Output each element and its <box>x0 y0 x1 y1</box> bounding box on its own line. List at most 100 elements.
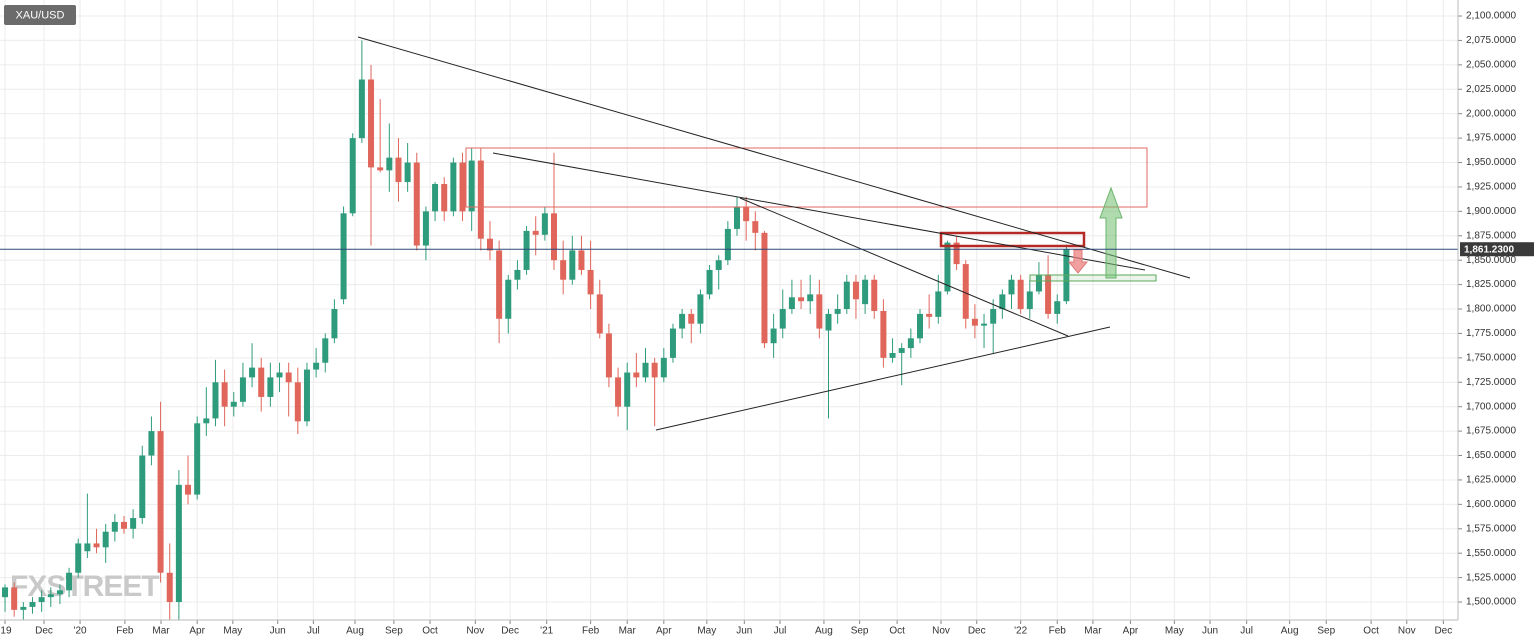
y-tick-label: 1,650.0000 <box>1466 450 1516 461</box>
candle-body <box>395 157 402 183</box>
candle-body <box>56 590 63 595</box>
candle-body <box>239 377 246 402</box>
candle-body <box>29 602 36 607</box>
candle-body <box>743 206 750 222</box>
y-tick-label: 1,700.0000 <box>1466 401 1516 412</box>
candle-body <box>907 338 914 349</box>
x-tick-label: Dec <box>35 626 53 637</box>
candle-body <box>587 269 594 295</box>
y-tick-label: 2,075.0000 <box>1466 35 1516 46</box>
candle-body <box>734 206 741 229</box>
candle-body <box>953 242 960 265</box>
candle-body <box>20 606 27 610</box>
candle-body <box>102 531 109 548</box>
candle-body <box>1026 291 1033 310</box>
y-tick-label: 2,025.0000 <box>1466 84 1516 95</box>
candle-body <box>441 184 448 212</box>
candle-body <box>368 79 375 168</box>
candle-body <box>1045 274 1052 314</box>
y-tick-label: 1,975.0000 <box>1466 133 1516 144</box>
y-tick-label: 1,925.0000 <box>1466 182 1516 193</box>
candle-body <box>358 79 365 139</box>
candle-body <box>404 162 411 183</box>
candle-body <box>916 313 923 339</box>
candle-body <box>889 352 896 358</box>
candle-body <box>724 228 731 261</box>
resistance-zone <box>465 147 1148 208</box>
annotations <box>357 36 1191 431</box>
y-tick-label: 1,525.0000 <box>1466 572 1516 583</box>
candle-body <box>962 264 969 319</box>
candle-body <box>1054 301 1061 314</box>
y-tick-label: 1,900.0000 <box>1466 206 1516 217</box>
candle-body <box>523 230 530 270</box>
candle-body <box>788 297 795 310</box>
candle-body <box>185 484 192 495</box>
trend-line <box>739 197 1069 337</box>
x-tick-label: Jul <box>307 626 320 637</box>
candle-body <box>249 367 256 378</box>
x-tick-label: Aug <box>815 626 833 637</box>
candle-body <box>75 543 82 573</box>
y-tick-label: 2,100.0000 <box>1466 11 1516 22</box>
candle-body <box>935 291 942 317</box>
candle-body <box>825 313 832 331</box>
candle-body <box>706 269 713 295</box>
candle-body <box>258 367 265 397</box>
x-tick-label: '21 <box>540 626 553 637</box>
x-tick-label: Sep <box>1317 626 1335 637</box>
x-tick-label: Dec <box>501 626 519 637</box>
candle-body <box>834 309 841 314</box>
candle-body <box>999 294 1006 310</box>
x-tick-label: Mar <box>619 626 637 637</box>
x-tick-label: '19 <box>0 626 12 637</box>
y-tick-label: 1,875.0000 <box>1466 230 1516 241</box>
candle-body <box>981 323 988 326</box>
x-tick-label: May <box>1165 626 1184 637</box>
trend-line <box>492 152 1146 271</box>
x-tick-label: Sep <box>851 626 869 637</box>
y-tick-label: 1,950.0000 <box>1466 157 1516 168</box>
last-price-badge <box>1460 242 1534 257</box>
candle-body <box>422 211 429 246</box>
candle-body <box>898 348 905 353</box>
x-tick-label: Sep <box>385 626 403 637</box>
candle-body <box>377 167 384 171</box>
candle-body <box>569 250 576 280</box>
y-tick-label: 1,750.0000 <box>1466 352 1516 363</box>
candle-body <box>816 294 823 329</box>
x-tick-label: Nov <box>1398 626 1416 637</box>
candle-body <box>349 138 356 214</box>
candle-body <box>459 162 466 212</box>
candle-body <box>486 238 493 251</box>
candle-body <box>715 260 722 270</box>
candle-body <box>66 572 73 591</box>
y-tick-label: 1,775.0000 <box>1466 328 1516 339</box>
x-tick-label: Feb <box>1049 626 1067 637</box>
candle-body <box>450 162 457 212</box>
candle-body <box>203 418 210 424</box>
x-tick-label: '20 <box>74 626 87 637</box>
x-tick-label: Jun <box>270 626 286 637</box>
x-tick-label: Oct <box>1363 626 1379 637</box>
x-tick-label: Feb <box>582 626 600 637</box>
candle-body <box>38 597 45 603</box>
x-tick-label: Mar <box>1084 626 1102 637</box>
y-tick-label: 1,725.0000 <box>1466 377 1516 388</box>
candle-body <box>294 382 301 422</box>
candle-body <box>1035 274 1042 292</box>
candle-body <box>120 521 127 529</box>
candle-body <box>331 309 338 339</box>
candle-body <box>1017 279 1024 310</box>
x-tick-label: Oct <box>422 626 438 637</box>
candle-body <box>807 294 814 302</box>
y-tick-label: 1,825.0000 <box>1466 279 1516 290</box>
candle-body <box>624 372 631 407</box>
candle-body <box>541 213 548 235</box>
candle-body <box>615 377 622 407</box>
symbol-badge <box>4 5 76 25</box>
candle-body <box>11 587 18 610</box>
y-tick-label: 1,600.0000 <box>1466 499 1516 510</box>
x-tick-label: Aug <box>1281 626 1299 637</box>
y-tick-label: 2,000.0000 <box>1466 108 1516 119</box>
